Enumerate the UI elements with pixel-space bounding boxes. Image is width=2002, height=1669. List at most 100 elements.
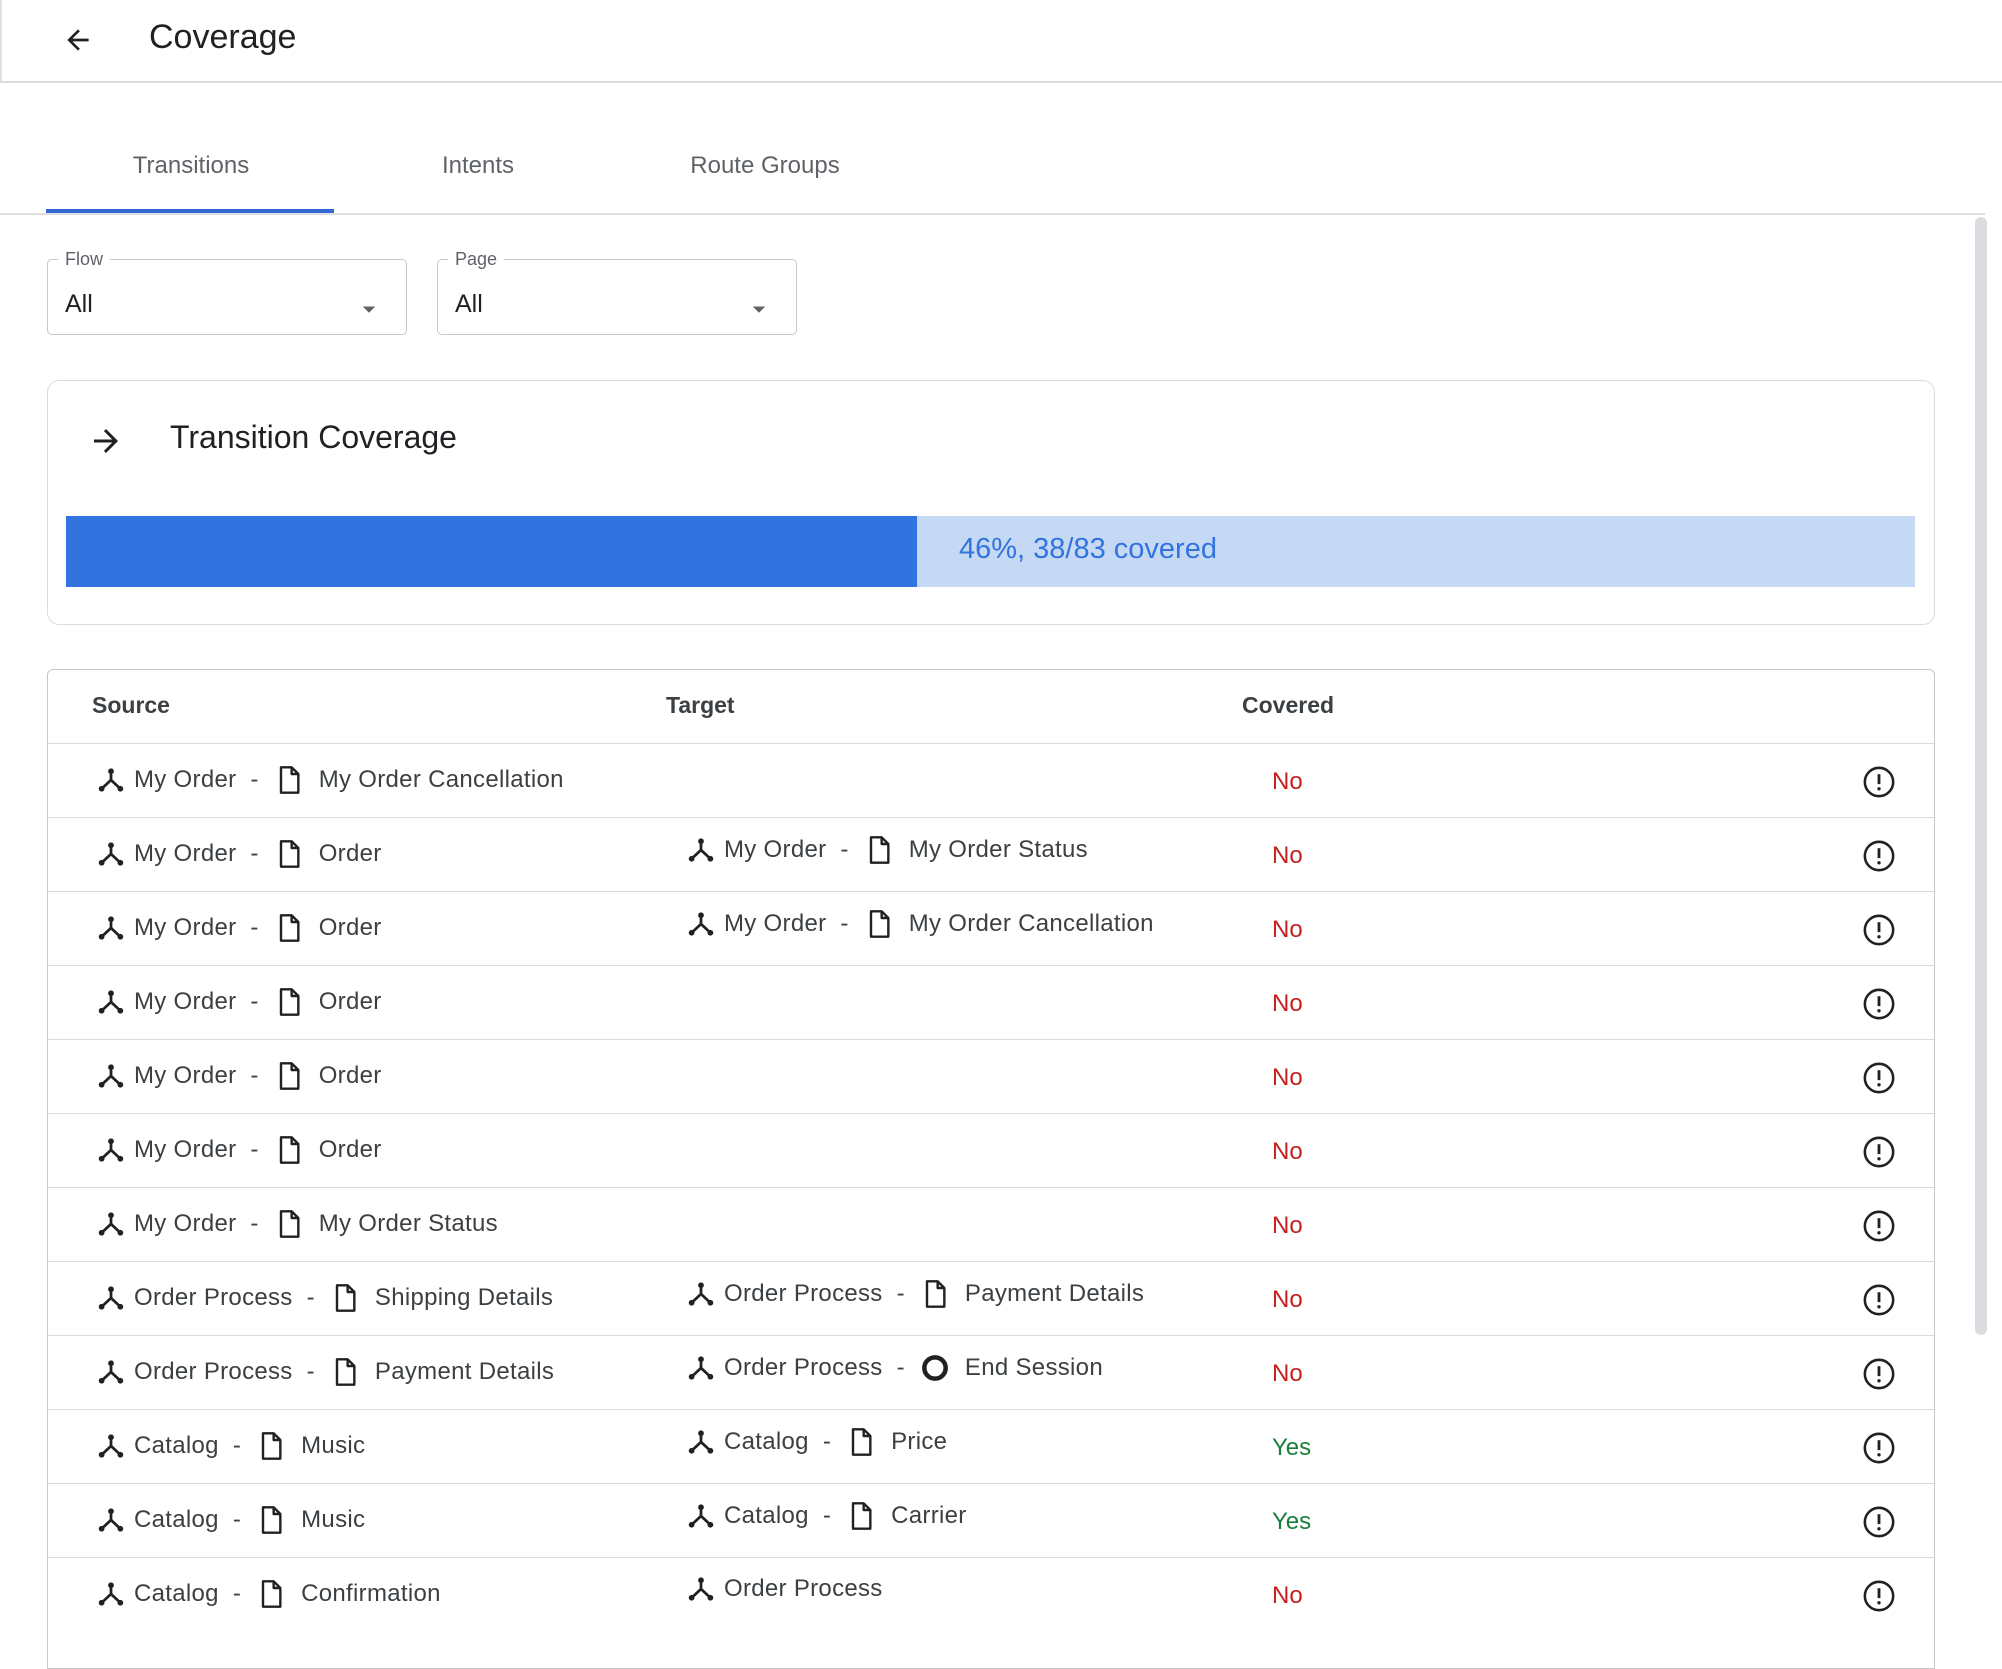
separator: - bbox=[232, 1432, 242, 1459]
page-name: My Order Status bbox=[908, 836, 1088, 863]
back-button[interactable] bbox=[62, 24, 94, 56]
covered-value: Yes bbox=[1272, 1434, 1312, 1461]
filter-dropdown[interactable]: Page All bbox=[437, 249, 797, 335]
table-row[interactable]: Order Process - Shipping Details Order Proc… bbox=[48, 1261, 1934, 1335]
flow-name: My Order bbox=[134, 988, 237, 1015]
flow-icon bbox=[688, 838, 714, 862]
page-icon bbox=[279, 766, 300, 794]
summary-card bbox=[47, 380, 1935, 625]
column-header: Source bbox=[92, 692, 170, 718]
covered-value: No bbox=[1272, 916, 1303, 943]
separator: - bbox=[896, 1280, 905, 1307]
flow-name: Catalog bbox=[134, 1580, 219, 1607]
flow-icon bbox=[98, 1434, 124, 1458]
arrow-icon bbox=[94, 429, 118, 453]
table-row[interactable]: My Order - Order No bbox=[48, 965, 1934, 1039]
info-icon[interactable] bbox=[1862, 1209, 1896, 1243]
flow-icon bbox=[688, 912, 714, 936]
source-cell: Catalog - Music bbox=[96, 1430, 365, 1462]
column-header: Covered bbox=[1242, 692, 1335, 718]
target-cell: My Order - My Order Cancellation bbox=[686, 908, 1154, 940]
tab[interactable]: Intents bbox=[441, 152, 515, 179]
table-row[interactable]: My Order - Order No bbox=[48, 1113, 1934, 1187]
progress-label: 46%, 38/83 covered bbox=[959, 533, 1217, 565]
info-icon[interactable] bbox=[1862, 1431, 1896, 1465]
separator: - bbox=[840, 836, 849, 863]
summary-title: Transition Coverage bbox=[170, 419, 457, 455]
separator: - bbox=[250, 1136, 259, 1163]
page-name: My Order Status bbox=[318, 1210, 498, 1237]
dropdown-caret bbox=[362, 306, 376, 313]
separator: - bbox=[306, 1284, 315, 1311]
info-icon[interactable] bbox=[1862, 1283, 1896, 1317]
info-icon[interactable] bbox=[1862, 1357, 1896, 1391]
separator: - bbox=[840, 910, 849, 937]
page-icon bbox=[851, 1502, 872, 1530]
info-icon[interactable] bbox=[1862, 765, 1896, 799]
flow-icon bbox=[98, 1138, 124, 1162]
page-name: My Order Cancellation bbox=[318, 766, 564, 793]
column-header: Target bbox=[666, 692, 735, 718]
source-cell: Catalog - Confirmation bbox=[96, 1578, 441, 1610]
flow-icon bbox=[688, 1577, 714, 1601]
table-row[interactable]: Order Process - Payment Details Order Proce… bbox=[48, 1335, 1934, 1409]
flow-icon bbox=[98, 1582, 124, 1606]
flow-icon bbox=[688, 1356, 714, 1380]
table-row[interactable]: My Order - My Order Cancellation No bbox=[48, 743, 1934, 817]
tab[interactable]: Transitions bbox=[132, 152, 250, 179]
page-icon bbox=[925, 1280, 946, 1308]
page-name: Price bbox=[891, 1428, 948, 1455]
page-icon bbox=[261, 1432, 282, 1460]
page-name: Confirmation bbox=[301, 1580, 441, 1607]
flow-name: Order Process bbox=[724, 1280, 883, 1307]
source-cell: My Order - My Order Status bbox=[96, 1208, 498, 1240]
covered-value: No bbox=[1272, 1138, 1303, 1165]
info-icon[interactable] bbox=[1862, 1579, 1896, 1613]
source-cell: My Order - Order bbox=[96, 912, 382, 944]
table-row[interactable]: Catalog - Confirmation Order Process No bbox=[48, 1557, 1934, 1631]
flow-name: Order Process bbox=[134, 1358, 293, 1385]
tab[interactable]: Route Groups bbox=[690, 152, 840, 179]
flow-icon bbox=[98, 842, 124, 866]
flow-icon bbox=[98, 768, 124, 792]
info-icon[interactable] bbox=[1862, 913, 1896, 947]
table-row[interactable]: My Order - My Order Status No bbox=[48, 1187, 1934, 1261]
flow-icon bbox=[688, 1282, 714, 1306]
table-row[interactable]: Catalog - Music Catalog - Price Yes bbox=[48, 1409, 1934, 1483]
covered-value: No bbox=[1272, 842, 1303, 869]
page-icon bbox=[279, 1210, 300, 1238]
separator: - bbox=[306, 1358, 315, 1385]
page-icon bbox=[279, 1062, 300, 1090]
dropdown-caret bbox=[752, 306, 766, 313]
info-icon[interactable] bbox=[1862, 1505, 1896, 1539]
table-row[interactable]: My Order - Order My Order - My Order Cancella… bbox=[48, 891, 1934, 965]
info-icon[interactable] bbox=[1862, 1061, 1896, 1095]
table-row[interactable]: My Order - Order No bbox=[48, 1039, 1934, 1113]
target-cell: Order Process - End Session bbox=[686, 1352, 1103, 1384]
page-name: End Session bbox=[964, 1354, 1103, 1381]
page-name: Music bbox=[301, 1432, 366, 1459]
table-row[interactable]: My Order - Order My Order - My Order Status No bbox=[48, 817, 1934, 891]
filter-value: All bbox=[65, 290, 93, 318]
page-icon bbox=[335, 1358, 356, 1386]
page-name: My Order Cancellation bbox=[908, 910, 1154, 937]
info-icon[interactable] bbox=[1862, 1135, 1896, 1169]
separator: - bbox=[232, 1580, 242, 1607]
page-name: Payment Details bbox=[964, 1280, 1145, 1307]
flow-name: Order Process bbox=[724, 1354, 883, 1381]
page-icon bbox=[279, 840, 300, 868]
table-row[interactable]: Catalog - Music Catalog - Carrier Yes bbox=[48, 1483, 1934, 1557]
target-cell: Catalog - Price bbox=[686, 1426, 947, 1458]
filter-dropdown[interactable]: Flow All bbox=[47, 249, 407, 335]
filter-label: Page bbox=[448, 249, 505, 270]
covered-value: No bbox=[1272, 990, 1303, 1017]
flow-icon bbox=[98, 1508, 124, 1532]
scrollbar[interactable] bbox=[1975, 217, 1987, 1335]
info-icon[interactable] bbox=[1862, 839, 1896, 873]
info-icon[interactable] bbox=[1862, 987, 1896, 1021]
flow-name: Order Process bbox=[724, 1575, 883, 1602]
flow-icon bbox=[98, 1360, 124, 1384]
page-icon bbox=[279, 988, 300, 1016]
flow-name: Catalog bbox=[724, 1428, 809, 1455]
